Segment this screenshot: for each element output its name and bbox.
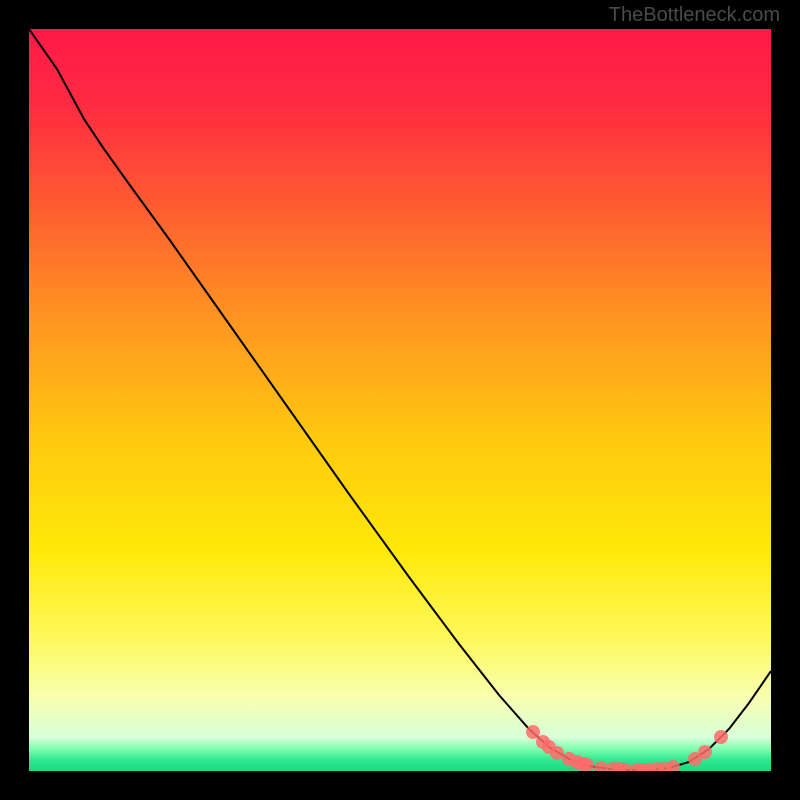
- chart-svg: [29, 29, 771, 771]
- marker-point: [550, 746, 564, 760]
- marker-point: [576, 757, 590, 771]
- markers-group: [526, 725, 728, 771]
- marker-point: [594, 761, 608, 771]
- marker-point: [698, 745, 712, 759]
- marker-point: [526, 725, 540, 739]
- curve-line: [29, 29, 771, 770]
- plot-area: [29, 29, 771, 771]
- watermark-text: TheBottleneck.com: [609, 4, 780, 27]
- marker-point: [714, 730, 728, 744]
- marker-point: [666, 760, 680, 771]
